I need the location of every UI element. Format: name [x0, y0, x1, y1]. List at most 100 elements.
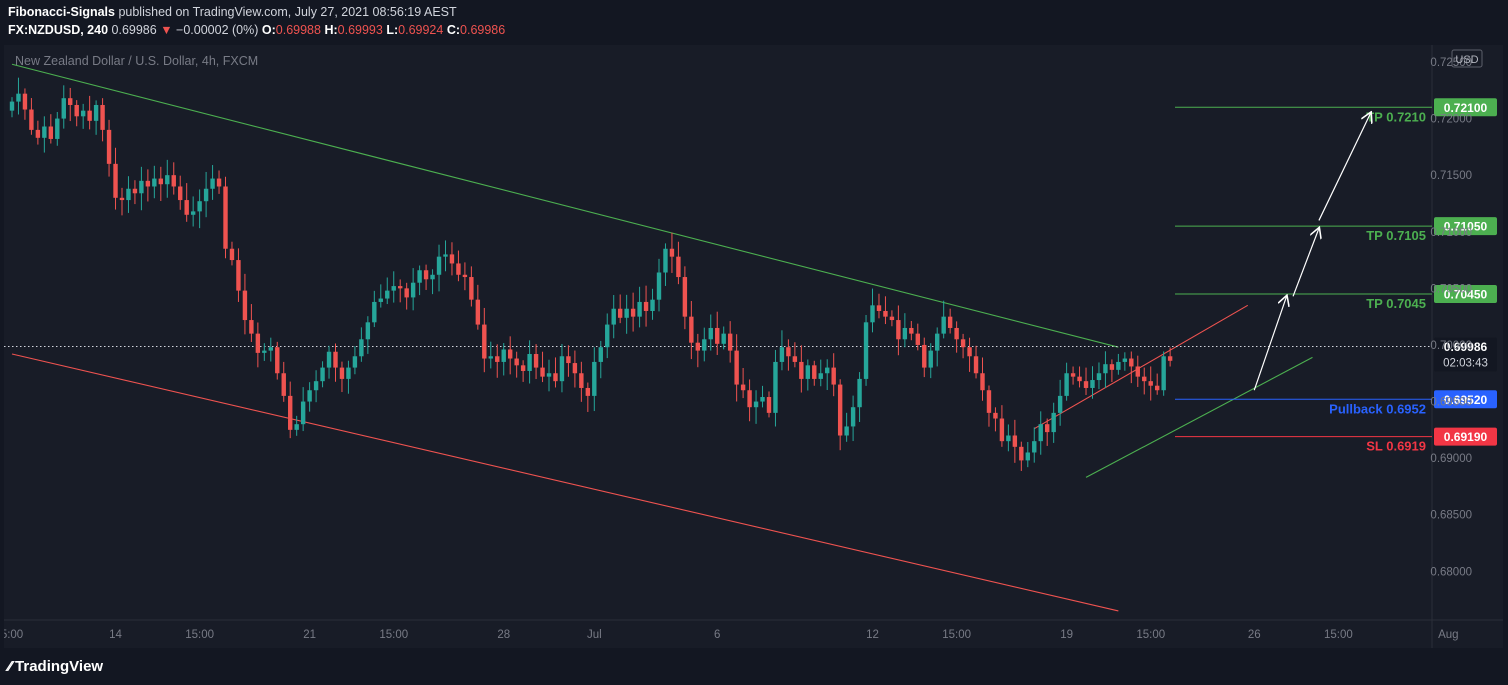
candle[interactable] [223, 176, 228, 259]
candle[interactable] [288, 381, 293, 439]
projection-arrow[interactable] [1318, 113, 1371, 221]
candle[interactable] [294, 415, 299, 436]
candle[interactable] [967, 337, 972, 372]
candle[interactable] [605, 313, 610, 359]
candle[interactable] [643, 285, 649, 327]
candle[interactable] [844, 412, 849, 442]
candle[interactable] [1025, 442, 1030, 468]
candle[interactable] [999, 405, 1005, 447]
candle[interactable] [773, 349, 778, 427]
candle[interactable] [876, 293, 882, 319]
candle[interactable] [617, 294, 623, 324]
candle[interactable] [1083, 367, 1089, 395]
candle[interactable] [507, 336, 513, 375]
candle[interactable] [1032, 427, 1037, 463]
candle[interactable] [702, 327, 707, 362]
candle[interactable] [16, 77, 21, 115]
candle[interactable] [249, 304, 254, 342]
candle[interactable] [825, 359, 830, 390]
candle[interactable] [727, 321, 733, 363]
candle[interactable] [760, 385, 765, 408]
candle[interactable] [216, 170, 222, 194]
candle[interactable] [837, 379, 843, 451]
candle[interactable] [520, 360, 526, 382]
candle[interactable] [436, 244, 442, 292]
candle[interactable] [1103, 351, 1108, 388]
trendline-channel-bottom[interactable] [11, 353, 1119, 612]
candle[interactable] [928, 343, 933, 379]
candle[interactable] [469, 266, 474, 307]
candle[interactable] [980, 357, 985, 401]
tradingview-logo[interactable]: ⁄⁄ TradingView [8, 658, 103, 675]
candle[interactable] [165, 159, 170, 198]
candle[interactable] [417, 265, 422, 296]
candle[interactable] [592, 347, 597, 412]
candle[interactable] [786, 339, 791, 371]
candle[interactable] [93, 100, 99, 135]
candle[interactable] [236, 248, 241, 302]
candle[interactable] [1006, 424, 1011, 452]
candle[interactable] [682, 266, 688, 330]
candle[interactable] [132, 180, 138, 205]
candle[interactable] [1064, 362, 1069, 401]
candle[interactable] [889, 310, 895, 327]
candle[interactable] [960, 333, 966, 359]
candle[interactable] [255, 322, 261, 368]
trendline-wedge-bottom[interactable] [1085, 356, 1313, 478]
candle[interactable] [915, 323, 920, 351]
candle[interactable] [753, 390, 759, 424]
candle[interactable] [1167, 347, 1173, 367]
candle[interactable] [902, 313, 908, 348]
candle[interactable] [514, 351, 519, 378]
candle[interactable] [268, 337, 273, 362]
candle[interactable] [598, 340, 603, 379]
candle[interactable] [935, 327, 940, 367]
candle[interactable] [1077, 366, 1082, 388]
candle[interactable] [74, 100, 79, 127]
candle[interactable] [870, 288, 875, 333]
candle[interactable] [533, 344, 539, 380]
candle[interactable] [300, 387, 306, 432]
candle[interactable] [203, 171, 209, 218]
author-name[interactable]: Fibonacci-Signals [8, 5, 115, 19]
candle[interactable] [805, 359, 811, 391]
candle[interactable] [152, 165, 157, 199]
candle[interactable] [456, 250, 461, 282]
candle[interactable] [676, 241, 681, 285]
candle[interactable] [29, 98, 34, 135]
candle[interactable] [546, 359, 552, 392]
candle[interactable] [365, 316, 371, 354]
candle[interactable] [210, 165, 215, 200]
candle[interactable] [48, 114, 54, 144]
level-pullback-0-6952[interactable]: Pullback 0.6952 0.69520 [1175, 390, 1497, 416]
candle[interactable] [372, 290, 377, 328]
level-sl-0-6919[interactable]: SL 0.6919 0.69190 [1175, 427, 1497, 454]
candle[interactable] [229, 241, 235, 266]
candle[interactable] [68, 87, 73, 122]
candle[interactable] [663, 243, 668, 286]
candle[interactable] [178, 175, 183, 210]
candle[interactable] [553, 357, 558, 388]
candle[interactable] [242, 273, 248, 335]
candle[interactable] [883, 296, 888, 325]
candle[interactable] [818, 359, 823, 387]
candle[interactable] [941, 300, 946, 339]
candle[interactable] [721, 326, 726, 350]
candle[interactable] [689, 301, 694, 360]
candle[interactable] [1122, 352, 1128, 371]
candle[interactable] [313, 370, 319, 403]
trendline-wedge-top[interactable] [1033, 304, 1249, 430]
candle[interactable] [1135, 355, 1140, 387]
candle[interactable] [359, 327, 364, 362]
candle[interactable] [579, 361, 584, 402]
candle[interactable] [430, 269, 435, 295]
candle[interactable] [22, 88, 28, 120]
candle[interactable] [566, 345, 571, 377]
chart-area[interactable]: TP 0.7210 0.72100 TP 0.7105 0.71050 TP 0.704… [1, 45, 1503, 648]
candle[interactable] [896, 305, 901, 356]
candle[interactable] [863, 314, 869, 386]
candle[interactable] [42, 116, 47, 153]
candle[interactable] [1142, 367, 1147, 395]
currency-button[interactable]: USD [1451, 49, 1483, 68]
candle[interactable] [922, 337, 927, 378]
